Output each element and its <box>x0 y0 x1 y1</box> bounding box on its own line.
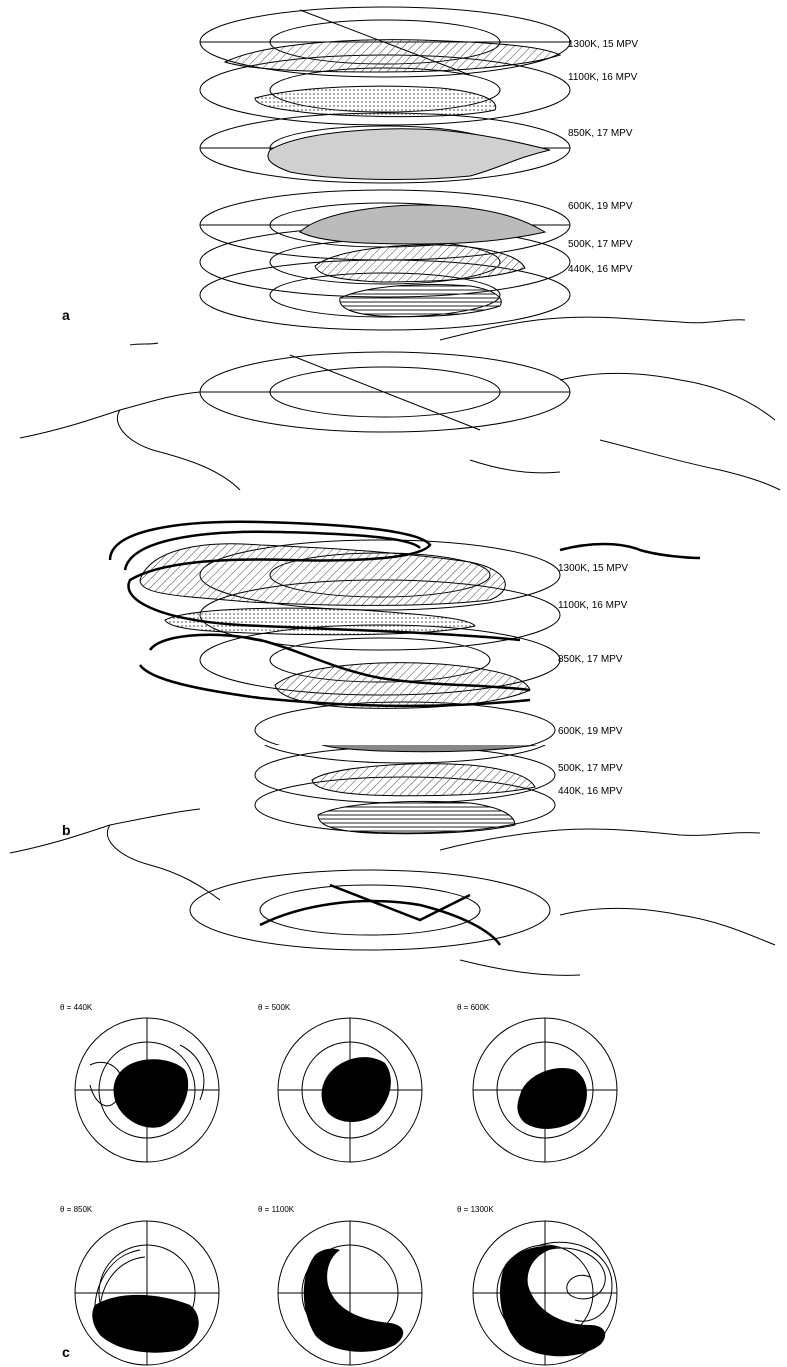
layer-label-440k-b: 440K, 16 MPV <box>558 786 623 797</box>
panel-a: 1300K, 15 MPV 1100K, 16 MPV 850K, 17 MPV… <box>0 0 787 500</box>
panel-b-figure: 1300K, 15 MPV 1100K, 16 MPV 850K, 17 MPV… <box>108 520 701 745</box>
layer-label-850k-a: 850K, 17 MPV <box>568 128 633 139</box>
polar-maps: θ = 440K θ = 500K θ = 600K <box>60 1003 618 1366</box>
coastline-a <box>19 316 781 491</box>
layer-label-500k-a: 500K, 17 MPV <box>568 239 633 250</box>
layer-label-1100k-b: 1100K, 16 MPV <box>558 600 628 611</box>
polar-map-1100k: θ = 1100K <box>258 1205 423 1366</box>
layer-label-1300k-b: 1300K, 15 MPV <box>558 563 628 574</box>
panel-label-b: b <box>62 822 71 838</box>
layer-label-850k-b: 850K, 17 MPV <box>558 654 623 665</box>
trajectories-b <box>108 520 701 708</box>
layer-label-1100k-a: 1100K, 16 MPV <box>568 72 638 83</box>
panel-c-figure: 500K, 17 MPV 440K, 16 MPV b θ = 440K θ =… <box>9 745 776 1366</box>
polar-map-500k: θ = 500K <box>258 1003 423 1163</box>
panel-b: 1300K, 15 MPV 1100K, 16 MPV 850K, 17 MPV… <box>0 500 787 745</box>
layer-label-440k-a: 440K, 16 MPV <box>568 264 633 275</box>
layer-label-500k-b: 500K, 17 MPV <box>558 763 623 774</box>
panel-label-c: c <box>62 1344 70 1360</box>
polar-map-1300k: θ = 1300K <box>457 1205 618 1366</box>
layer-labels-b-lower: 500K, 17 MPV 440K, 16 MPV <box>558 763 623 797</box>
polar-map-440k: θ = 440K <box>60 1003 220 1163</box>
panel-a-figure: 1300K, 15 MPV 1100K, 16 MPV 850K, 17 MPV… <box>19 6 781 491</box>
vortex-shapes-b <box>139 543 531 709</box>
polar-map-600k: θ = 600K <box>457 1003 618 1163</box>
map-title-850k: θ = 850K <box>60 1205 93 1214</box>
layer-labels-b: 1300K, 15 MPV 1100K, 16 MPV 850K, 17 MPV… <box>558 563 628 737</box>
map-title-1300k: θ = 1300K <box>457 1205 494 1214</box>
layer-label-1300k-a: 1300K, 15 MPV <box>568 39 638 50</box>
panel-c: 500K, 17 MPV 440K, 16 MPV b θ = 440K θ =… <box>0 745 787 1367</box>
layer-label-600k-a: 600K, 19 MPV <box>568 201 633 212</box>
vortex-shapes-a <box>223 39 562 318</box>
coastline-b <box>9 808 776 976</box>
map-title-500k: θ = 500K <box>258 1003 291 1012</box>
layer-label-600k-b: 600K, 19 MPV <box>558 726 623 737</box>
panel-label-a: a <box>62 307 70 323</box>
vortex-shapes-b-lower <box>311 745 538 835</box>
map-title-440k: θ = 440K <box>60 1003 93 1012</box>
layer-labels-a: 1300K, 15 MPV 1100K, 16 MPV 850K, 17 MPV… <box>568 39 638 275</box>
polar-map-850k: θ = 850K <box>60 1205 220 1366</box>
trajectories-b-lower <box>259 883 502 946</box>
map-title-1100k: θ = 1100K <box>258 1205 295 1214</box>
map-title-600k: θ = 600K <box>457 1003 490 1012</box>
